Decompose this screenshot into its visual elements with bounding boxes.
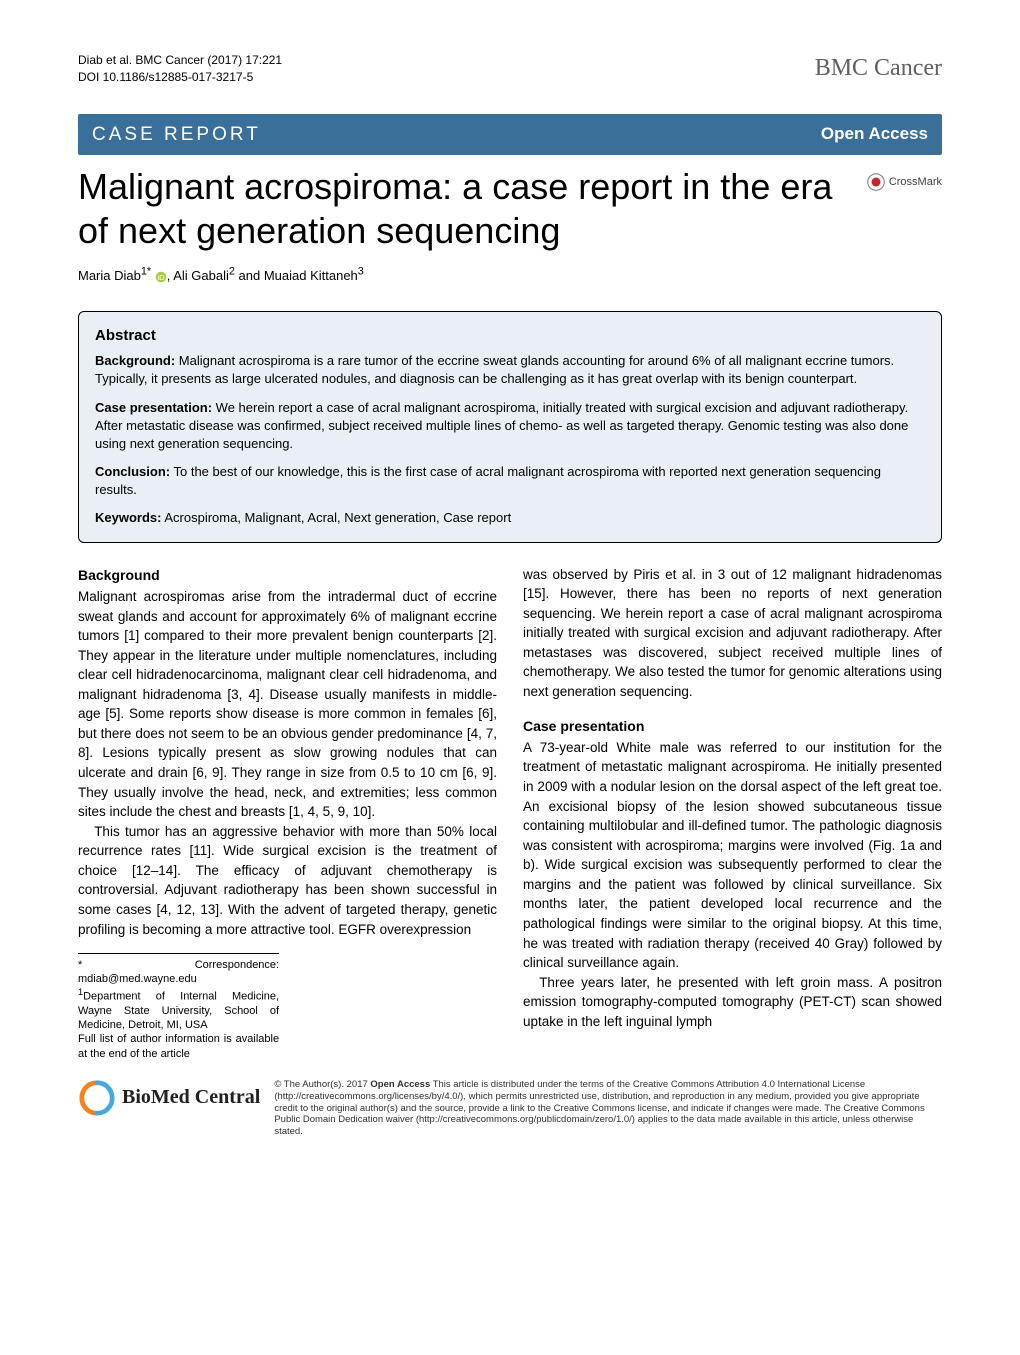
- article-title: Malignant acrospiroma: a case report in …: [78, 165, 857, 253]
- abstract-conclusion-text: To the best of our knowledge, this is th…: [95, 464, 881, 497]
- correspondence: * Correspondence: mdiab@med.wayne.edu: [78, 958, 279, 987]
- background-p1: Malignant acrospiromas arise from the in…: [78, 587, 497, 822]
- case-p1: A 73-year-old White male was referred to…: [523, 738, 942, 973]
- running-head: Diab et al. BMC Cancer (2017) 17:221 DOI…: [78, 52, 942, 86]
- abstract-conclusion: Conclusion: To the best of our knowledge…: [95, 463, 925, 499]
- abstract-case: Case presentation: We herein report a ca…: [95, 399, 925, 454]
- background-p2: This tumor has an aggressive behavior wi…: [78, 822, 497, 939]
- affiliation: 1Department of Internal Medicine, Wayne …: [78, 987, 279, 1033]
- abstract-case-label: Case presentation:: [95, 400, 212, 415]
- svg-text:iD: iD: [157, 273, 165, 282]
- orcid-icon[interactable]: iD: [155, 271, 167, 283]
- page: Diab et al. BMC Cancer (2017) 17:221 DOI…: [0, 0, 1020, 1158]
- col2-continuation: was observed by Piris et al. in 3 out of…: [523, 565, 942, 702]
- crossmark-badge[interactable]: CrossMark: [867, 173, 942, 191]
- abstract-background: Background: Malignant acrospiroma is a r…: [95, 352, 925, 388]
- abstract-case-text: We herein report a case of acral maligna…: [95, 400, 908, 451]
- open-access-label: Open Access: [821, 123, 928, 146]
- case-heading: Case presentation: [523, 716, 942, 736]
- license-text: © The Author(s). 2017 Open Access This a…: [274, 1079, 942, 1138]
- abstract-background-label: Background:: [95, 353, 175, 368]
- license-row: BioMed Central © The Author(s). 2017 Ope…: [78, 1079, 942, 1138]
- article-type-bar: CASE REPORT Open Access: [78, 114, 942, 156]
- crossmark-icon: [867, 173, 885, 191]
- biomed-logo: BioMed Central: [78, 1079, 260, 1117]
- running-citation: Diab et al. BMC Cancer (2017) 17:221 DOI…: [78, 52, 282, 86]
- abstract-keywords-text: Acrospiroma, Malignant, Acral, Next gene…: [161, 510, 511, 525]
- license-oa: Open Access: [370, 1079, 430, 1090]
- abstract-conclusion-label: Conclusion:: [95, 464, 170, 479]
- abstract-keywords: Keywords: Acrospiroma, Malignant, Acral,…: [95, 509, 925, 527]
- journal-name: BMC Cancer: [815, 52, 942, 86]
- abstract-keywords-label: Keywords:: [95, 510, 161, 525]
- abstract-heading: Abstract: [95, 326, 925, 346]
- authors: Maria Diab1* iD, Ali Gabali2 and Muaiad …: [78, 265, 942, 285]
- abstract-background-text: Malignant acrospiroma is a rare tumor of…: [95, 353, 894, 386]
- author-1: Maria Diab1*: [78, 268, 151, 283]
- body-columns: Background Malignant acrospiromas arise …: [78, 565, 942, 1061]
- full-author-list: Full list of author information is avail…: [78, 1032, 279, 1061]
- title-row: Malignant acrospiroma: a case report in …: [78, 165, 942, 253]
- background-heading: Background: [78, 565, 497, 585]
- crossmark-label: CrossMark: [889, 175, 942, 190]
- footnotes: * Correspondence: mdiab@med.wayne.edu 1D…: [78, 953, 279, 1061]
- case-p2: Three years later, he presented with lef…: [523, 973, 942, 1032]
- citation-line1: Diab et al. BMC Cancer (2017) 17:221: [78, 53, 282, 67]
- biomed-logo-text: BioMed Central: [122, 1084, 260, 1111]
- article-type-label: CASE REPORT: [92, 122, 261, 148]
- citation-line2: DOI 10.1186/s12885-017-3217-5: [78, 69, 282, 86]
- authors-rest: , Ali Gabali2 and Muaiad Kittaneh3: [167, 268, 364, 283]
- biomed-logo-icon: [78, 1079, 116, 1117]
- abstract-box: Abstract Background: Malignant acrospiro…: [78, 311, 942, 543]
